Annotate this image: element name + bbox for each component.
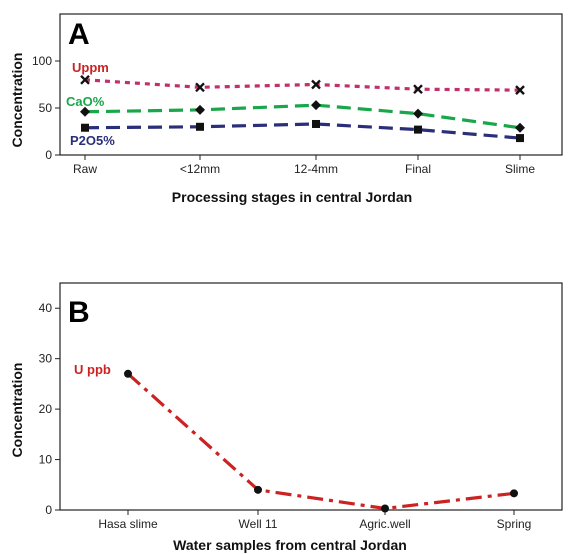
data-point-cao- xyxy=(80,106,90,117)
data-point-p2o5- xyxy=(414,125,422,134)
data-point-cao- xyxy=(515,122,525,133)
series-line-u-ppb xyxy=(126,372,515,511)
data-point-u-ppb xyxy=(510,489,518,498)
y-tick-label: 0 xyxy=(45,503,52,517)
x-tick-label: Agric.well xyxy=(359,517,410,531)
panel-label-A: A xyxy=(68,18,90,51)
data-point-p2o5- xyxy=(196,122,204,131)
data-point-uppm xyxy=(413,84,423,95)
data-point-p2o5- xyxy=(81,123,89,132)
y-tick-label: 30 xyxy=(39,352,53,366)
y-axis-label: Concentration xyxy=(9,363,25,458)
data-point-p2o5- xyxy=(516,134,524,143)
y-tick-label: 10 xyxy=(39,453,53,467)
data-point-cao- xyxy=(413,108,423,119)
y-tick-label: 50 xyxy=(39,101,53,115)
y-tick-label: 40 xyxy=(39,301,53,315)
data-point-cao- xyxy=(195,104,205,115)
x-tick-label: Well 11 xyxy=(239,517,278,531)
series-label-cao-: CaO% xyxy=(66,94,105,109)
y-tick-label: 0 xyxy=(45,148,52,162)
plot-frame-B xyxy=(59,282,563,511)
data-point-cao- xyxy=(311,100,321,111)
data-point-u-ppb xyxy=(254,485,262,494)
x-tick-label: Final xyxy=(405,162,431,176)
y-tick-label: 100 xyxy=(32,54,52,68)
panel-label-B: B xyxy=(68,296,90,329)
x-tick-label: Hasa slime xyxy=(98,517,158,531)
data-point-p2o5- xyxy=(312,119,320,128)
data-point-uppm xyxy=(80,74,90,85)
series-label-u-ppb: U ppb xyxy=(74,362,111,377)
data-point-uppm xyxy=(515,85,525,95)
data-point-u-ppb xyxy=(381,504,389,513)
series-line-p2o5- xyxy=(84,122,521,140)
y-axis-label: Concentration xyxy=(9,53,25,148)
x-tick-label: Spring xyxy=(497,517,532,531)
x-axis-label: Processing stages in central Jordan xyxy=(172,189,412,205)
x-tick-label: Slime xyxy=(505,162,535,176)
x-axis-label: Water samples from central Jordan xyxy=(173,537,407,553)
x-tick-label: <12mm xyxy=(180,162,220,176)
series-label-p2o5-: P2O5% xyxy=(70,133,115,148)
series-line-uppm xyxy=(84,78,521,92)
x-tick-label: Raw xyxy=(73,162,97,176)
data-point-uppm xyxy=(311,79,321,90)
x-tick-label: 12-4mm xyxy=(294,162,338,176)
series-label-uppm: Uppm xyxy=(72,60,109,75)
y-tick-label: 20 xyxy=(39,402,53,416)
data-point-u-ppb xyxy=(124,369,132,378)
plot-frame-A xyxy=(59,13,563,156)
data-point-uppm xyxy=(195,82,205,93)
